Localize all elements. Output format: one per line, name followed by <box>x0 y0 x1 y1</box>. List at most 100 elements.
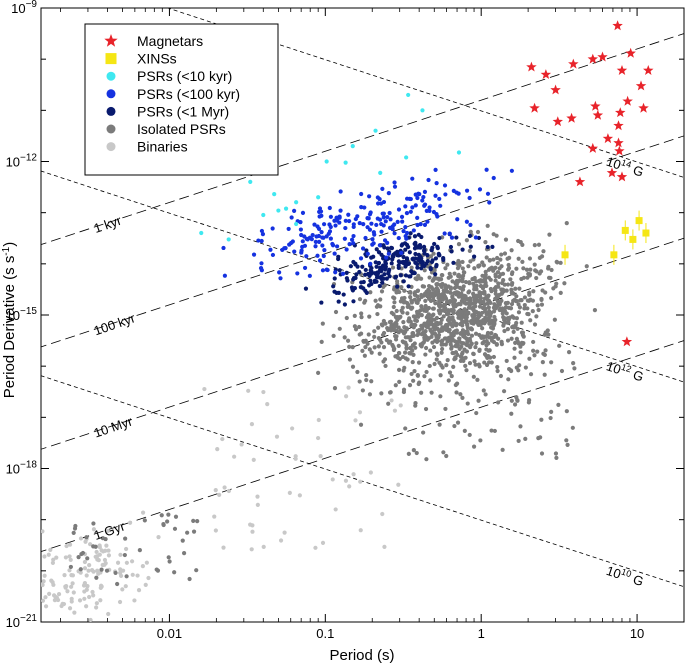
isolated-psrs-point <box>331 333 336 339</box>
isolated-psrs-point <box>372 334 377 339</box>
psrs-100-kyr-point <box>443 192 448 197</box>
isolated-psrs-point <box>414 309 420 314</box>
psrs-1-myr-point <box>415 265 420 270</box>
isolated-psrs-point <box>407 316 412 321</box>
psrs-100-kyr-point <box>413 192 418 197</box>
psrs-100-kyr-point <box>310 232 315 238</box>
isolated-psrs-point <box>359 311 364 316</box>
psrs-100-kyr-point <box>399 214 405 220</box>
binaries-point <box>358 479 363 484</box>
psrs-100-kyr-point <box>365 251 370 256</box>
isolated-psrs-point <box>185 530 190 535</box>
isolated-psrs-point <box>476 314 481 319</box>
binaries-point <box>226 488 231 494</box>
psrs-1-myr-point <box>395 284 400 289</box>
psrs-100-kyr-point <box>321 222 327 227</box>
psrs-1-myr-point <box>435 246 440 251</box>
psrs-1-myr-point <box>397 260 402 265</box>
binaries-point <box>77 598 83 603</box>
psrs-100-kyr-point <box>309 237 314 242</box>
isolated-psrs-point <box>403 426 408 431</box>
binaries-point <box>84 604 89 609</box>
psrs-10-kyr-point <box>199 230 204 236</box>
age-line <box>41 340 684 553</box>
isolated-psrs-point <box>474 341 479 346</box>
psrs-100-kyr-point <box>449 235 455 240</box>
binaries-point <box>106 611 111 617</box>
binaries-point <box>220 436 225 442</box>
psrs-100-kyr-point <box>403 204 408 209</box>
isolated-psrs-point <box>517 286 522 291</box>
isolated-psrs-point <box>532 322 538 327</box>
binaries-point <box>246 388 251 393</box>
binaries-point <box>95 557 100 562</box>
isolated-psrs-point <box>542 352 547 357</box>
isolated-psrs-point <box>556 402 561 407</box>
isolated-psrs-point <box>444 311 450 317</box>
isolated-psrs-point <box>428 378 433 383</box>
isolated-psrs-point <box>505 338 511 343</box>
psrs-100-kyr-point <box>442 231 447 236</box>
isolated-psrs-point <box>409 323 414 328</box>
isolated-psrs-point <box>551 286 556 291</box>
isolated-psrs-point <box>437 422 442 427</box>
isolated-psrs-point <box>440 281 445 287</box>
isolated-psrs-point <box>447 370 453 375</box>
psrs-1-myr-point <box>412 270 417 276</box>
binaries-point <box>50 560 56 565</box>
isolated-psrs-point <box>347 344 352 349</box>
isolated-psrs-point <box>443 285 448 290</box>
psrs-1-myr-point <box>449 249 454 254</box>
isolated-psrs-point <box>458 316 464 321</box>
y-axis-title-close: ) <box>1 242 18 247</box>
psrs-100-kyr-point <box>328 214 333 219</box>
psrs-1-myr-point <box>377 283 382 289</box>
isolated-psrs-point <box>531 339 536 345</box>
isolated-psrs-point <box>516 341 521 346</box>
isolated-psrs-point <box>543 290 548 295</box>
psrs-100-kyr-point <box>333 270 338 275</box>
isolated-psrs-point <box>411 378 416 383</box>
isolated-psrs-point <box>536 307 541 313</box>
binaries-point <box>274 434 280 439</box>
psrs-100-kyr-point <box>358 256 364 261</box>
isolated-psrs-point <box>473 331 479 336</box>
binaries-point <box>43 604 49 609</box>
psrs-100-kyr-point <box>370 237 375 242</box>
isolated-psrs-point <box>431 312 436 317</box>
isolated-psrs-point <box>564 438 569 443</box>
isolated-psrs-point <box>478 438 483 443</box>
isolated-psrs-point <box>414 450 419 456</box>
psrs-1-myr-point <box>351 299 356 304</box>
isolated-psrs-point <box>473 284 478 289</box>
isolated-psrs-point <box>76 554 81 560</box>
isolated-psrs-point <box>439 295 444 300</box>
isolated-psrs-point <box>428 348 433 353</box>
isolated-psrs-point <box>421 430 426 435</box>
psrs-100-kyr-point <box>380 186 385 191</box>
binaries-point <box>313 545 318 550</box>
isolated-psrs-point <box>443 266 448 271</box>
isolated-psrs-point <box>345 338 351 343</box>
psrs-100-kyr-point <box>374 222 379 228</box>
isolated-psrs-point <box>489 360 494 365</box>
psrs-100-kyr-point <box>404 210 410 216</box>
isolated-psrs-point <box>466 301 471 306</box>
psrs-100-kyr-point <box>433 193 438 198</box>
isolated-psrs-point <box>506 305 511 310</box>
isolated-psrs-point <box>352 313 357 318</box>
isolated-psrs-point <box>486 305 491 310</box>
legend-label: Binaries <box>137 139 188 155</box>
isolated-psrs-point <box>72 526 78 531</box>
binaries-point <box>333 507 338 512</box>
isolated-psrs-point <box>420 342 425 347</box>
isolated-psrs-point <box>514 299 519 304</box>
isolated-psrs-point <box>439 363 444 368</box>
isolated-psrs-point <box>386 340 392 345</box>
xinss-point <box>629 235 637 243</box>
isolated-psrs-point <box>539 451 545 456</box>
psrs-100-kyr-point <box>386 251 391 256</box>
magnetar-point <box>529 102 540 113</box>
isolated-psrs-point <box>419 307 425 312</box>
psrs-100-kyr-point <box>392 184 398 189</box>
